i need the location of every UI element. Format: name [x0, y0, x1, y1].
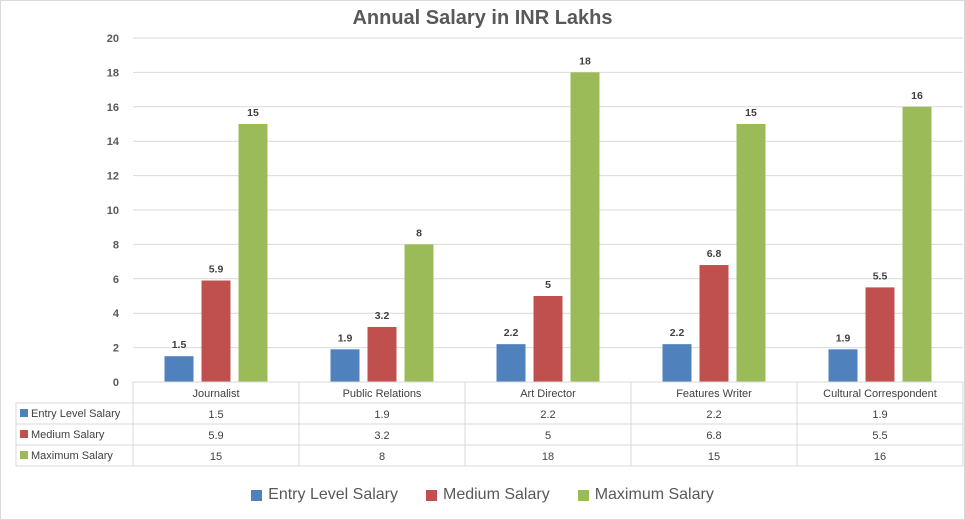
- bar: [496, 344, 526, 382]
- y-tick-label: 8: [113, 239, 119, 251]
- series-key-swatch: [20, 451, 28, 459]
- data-label: 5: [545, 279, 551, 291]
- category-label: Public Relations: [343, 388, 422, 400]
- data-label: 2.2: [670, 327, 685, 339]
- bar: [404, 244, 434, 382]
- data-label: 6.8: [707, 248, 722, 260]
- y-tick-label: 20: [107, 33, 119, 45]
- bar: [330, 349, 360, 382]
- table-cell: 15: [210, 451, 222, 463]
- series-row-label: Medium Salary: [31, 429, 105, 441]
- bar: [828, 349, 858, 382]
- data-label: 1.5: [172, 339, 187, 351]
- data-label: 2.2: [504, 327, 519, 339]
- table-cell: 2.2: [540, 409, 555, 421]
- table-cell: 15: [708, 451, 720, 463]
- bar: [164, 356, 194, 382]
- bar: [699, 265, 729, 382]
- data-label: 5.5: [873, 270, 888, 282]
- y-tick-label: 18: [107, 67, 119, 79]
- data-label: 15: [745, 107, 757, 119]
- legend-label: Entry Level Salary: [268, 486, 398, 503]
- y-tick-label: 4: [113, 308, 120, 320]
- table-cell: 1.9: [872, 409, 887, 421]
- bar: [570, 72, 600, 383]
- y-tick-label: 0: [113, 377, 119, 389]
- table-cell: 18: [542, 451, 554, 463]
- table-cell: 6.8: [706, 430, 721, 442]
- series-row-label: Entry Level Salary: [31, 408, 121, 420]
- data-label: 1.9: [338, 332, 353, 344]
- category-label: Art Director: [520, 388, 576, 400]
- series-row-label: Maximum Salary: [31, 450, 113, 462]
- bar: [662, 344, 692, 382]
- y-tick-label: 14: [107, 136, 120, 148]
- y-tick-label: 12: [107, 171, 119, 183]
- category-label: Journalist: [192, 388, 239, 400]
- data-label: 15: [247, 107, 259, 119]
- data-label: 18: [579, 55, 591, 67]
- data-label: 5.9: [209, 264, 224, 276]
- table-cell: 5.9: [208, 430, 223, 442]
- table-cell: 1.5: [208, 409, 223, 421]
- bar: [367, 326, 397, 382]
- legend-swatch: [251, 489, 263, 501]
- table-cell: 3.2: [374, 430, 389, 442]
- table-cell: 8: [379, 451, 385, 463]
- table-cell: 2.2: [706, 409, 721, 421]
- data-label: 8: [416, 227, 422, 239]
- table-cell: 5: [545, 430, 551, 442]
- bar: [865, 287, 895, 382]
- y-tick-label: 6: [113, 274, 119, 286]
- bar: [201, 280, 231, 382]
- bar: [902, 106, 932, 383]
- y-tick-label: 10: [107, 205, 119, 217]
- table-cell: 5.5: [872, 430, 887, 442]
- data-label: 16: [911, 90, 923, 102]
- y-tick-label: 2: [113, 343, 119, 355]
- legend-label: Medium Salary: [443, 486, 550, 503]
- table-cell: 16: [874, 451, 886, 463]
- table-cell: 1.9: [374, 409, 389, 421]
- bar: [238, 124, 268, 382]
- legend-label: Maximum Salary: [594, 486, 714, 503]
- legend-item: Entry Level Salary: [251, 486, 398, 504]
- legend: Entry Level Salary Medium Salary Maximum S…: [0, 486, 965, 504]
- legend-swatch: [577, 489, 589, 501]
- series-key-swatch: [20, 409, 28, 417]
- legend-item: Medium Salary: [426, 486, 550, 504]
- chart-title: Annual Salary in INR Lakhs: [352, 7, 613, 29]
- legend-item: Maximum Salary: [577, 486, 714, 504]
- y-tick-label: 16: [107, 102, 119, 114]
- bar: [736, 124, 766, 382]
- series-key-swatch: [20, 430, 28, 438]
- category-label: Features Writer: [676, 388, 752, 400]
- category-label: Cultural Correspondent: [823, 388, 937, 400]
- data-label: 1.9: [836, 332, 851, 344]
- bar: [533, 296, 563, 382]
- legend-swatch: [426, 489, 437, 501]
- data-label: 3.2: [375, 310, 390, 322]
